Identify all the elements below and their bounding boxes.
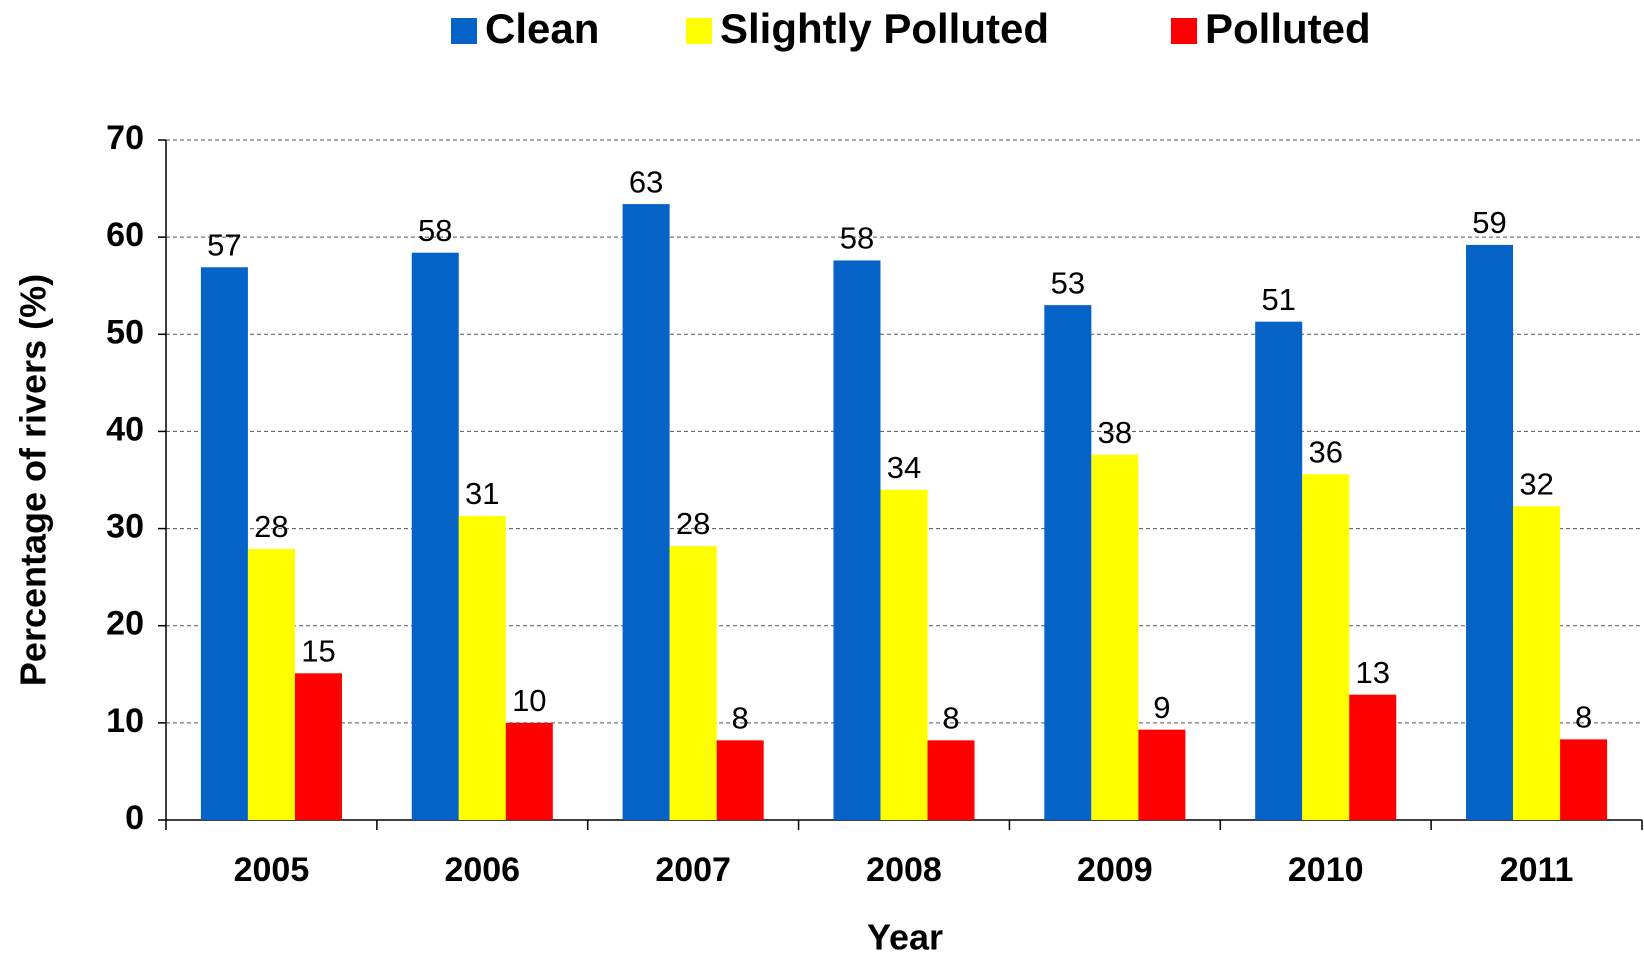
data-label: 8	[732, 701, 749, 736]
bar	[1349, 694, 1397, 820]
x-tick-label: 2010	[1288, 851, 1364, 889]
x-tick-label: 2006	[444, 851, 520, 889]
legend-swatch	[451, 18, 477, 44]
y-tick-label: 0	[125, 799, 144, 837]
data-label: 8	[1575, 700, 1592, 735]
data-label: 63	[629, 164, 663, 199]
data-label: 58	[418, 213, 452, 248]
bar	[622, 204, 670, 821]
data-label: 38	[1098, 415, 1132, 450]
x-tick-label: 2005	[234, 851, 310, 889]
x-tick-label: 2007	[655, 851, 731, 889]
y-tick-label: 40	[106, 410, 144, 448]
y-tick-label: 60	[106, 216, 144, 254]
bar	[505, 722, 553, 820]
bar	[458, 515, 506, 820]
data-label: 57	[207, 227, 241, 262]
bar	[1255, 321, 1303, 820]
data-label: 10	[512, 683, 546, 718]
data-label: 28	[676, 506, 710, 541]
bar	[927, 740, 975, 820]
data-label: 51	[1261, 282, 1295, 317]
data-label: 53	[1051, 265, 1085, 300]
bar	[1138, 729, 1186, 820]
data-label: 31	[465, 476, 499, 511]
y-tick-label: 50	[106, 313, 144, 351]
bar	[833, 260, 881, 820]
data-label: 34	[887, 450, 921, 485]
y-tick-label: 30	[106, 508, 144, 546]
bar	[669, 546, 717, 820]
data-label: 32	[1519, 466, 1553, 501]
data-label: 59	[1472, 205, 1506, 240]
legend-label: Polluted	[1205, 5, 1371, 52]
data-label: 36	[1308, 434, 1342, 469]
bar	[1044, 305, 1092, 821]
bar	[247, 548, 295, 820]
bar	[294, 673, 342, 820]
bar	[1091, 454, 1139, 820]
legend-label: Slightly Polluted	[720, 5, 1049, 52]
data-label: 28	[254, 509, 288, 544]
legend-swatch	[686, 18, 712, 44]
y-axis-label: Percentage of rivers (%)	[13, 274, 54, 686]
x-tick-label: 2011	[1500, 851, 1574, 889]
data-label: 13	[1355, 655, 1389, 690]
x-axis-label: Year	[867, 917, 943, 958]
bar	[880, 489, 928, 820]
data-label: 58	[840, 221, 874, 256]
bar	[1302, 474, 1350, 820]
legend-swatch	[1171, 18, 1197, 44]
y-tick-label: 70	[106, 119, 144, 157]
y-tick-label: 20	[106, 605, 144, 643]
x-tick-label: 2009	[1077, 851, 1153, 889]
data-label: 15	[301, 634, 335, 669]
x-tick-label: 2008	[866, 851, 942, 889]
y-tick-label: 10	[106, 702, 144, 740]
bar	[1513, 506, 1561, 820]
bar	[200, 267, 248, 820]
data-label: 8	[942, 701, 959, 736]
legend-label: Clean	[485, 5, 599, 52]
bar	[716, 740, 764, 820]
bar	[1466, 244, 1514, 820]
data-label: 9	[1153, 690, 1170, 725]
bar	[1560, 739, 1608, 820]
bar	[411, 252, 459, 820]
